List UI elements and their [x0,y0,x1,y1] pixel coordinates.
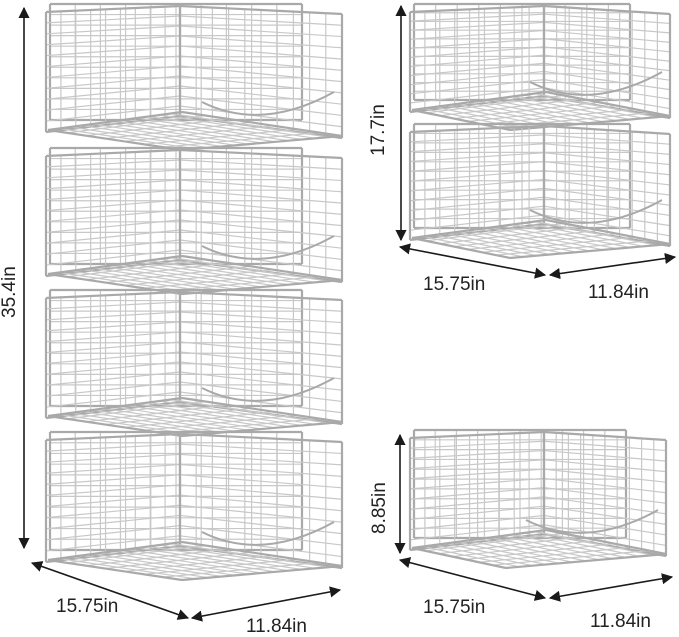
single-basket-handle [525,509,659,534]
double-width-arrow [548,252,677,280]
tall-basket-1-floor [47,110,343,152]
double-width-label: 11.84in [588,282,649,303]
tall-basket-3-left [44,290,182,420]
double-basket-2-right [542,124,672,248]
single-width-arrow [548,573,674,602]
double-depth-arrow [398,243,547,279]
tall-basket-4-right [178,432,344,570]
tall-depth-arrow [30,561,190,620]
tall-basket-4-handle [201,521,335,546]
single-height-label: 8.85in [369,482,390,534]
single-depth-arrow [398,557,547,601]
double-basket-1-handle [529,71,663,96]
tall-basket-1-right [178,4,344,140]
single-width-label: 11.84in [590,611,651,632]
tall-width-arrow [190,586,342,622]
tall-basket-3-handle [201,377,335,402]
tall-basket-3-floor [47,396,343,438]
double-basket-2-handle [529,199,663,224]
tall-basket-1-handle [201,91,335,116]
single-basket-right [542,430,668,558]
tall-width-label: 11.84in [246,616,307,637]
tall-depth-label: 15.75in [56,596,119,617]
tall-height-label: 35.4in [0,266,20,318]
double-depth-label: 15.75in [423,274,486,295]
tall-basket-2-floor [47,254,343,296]
tall-basket-2-right [178,148,344,284]
single-depth-label: 15.75in [423,597,486,618]
double-height-label: 17.7in [368,104,389,156]
tall-basket-1-back [48,2,304,122]
tall-basket-2-handle [201,235,335,260]
tall-basket-4-back [48,430,304,552]
